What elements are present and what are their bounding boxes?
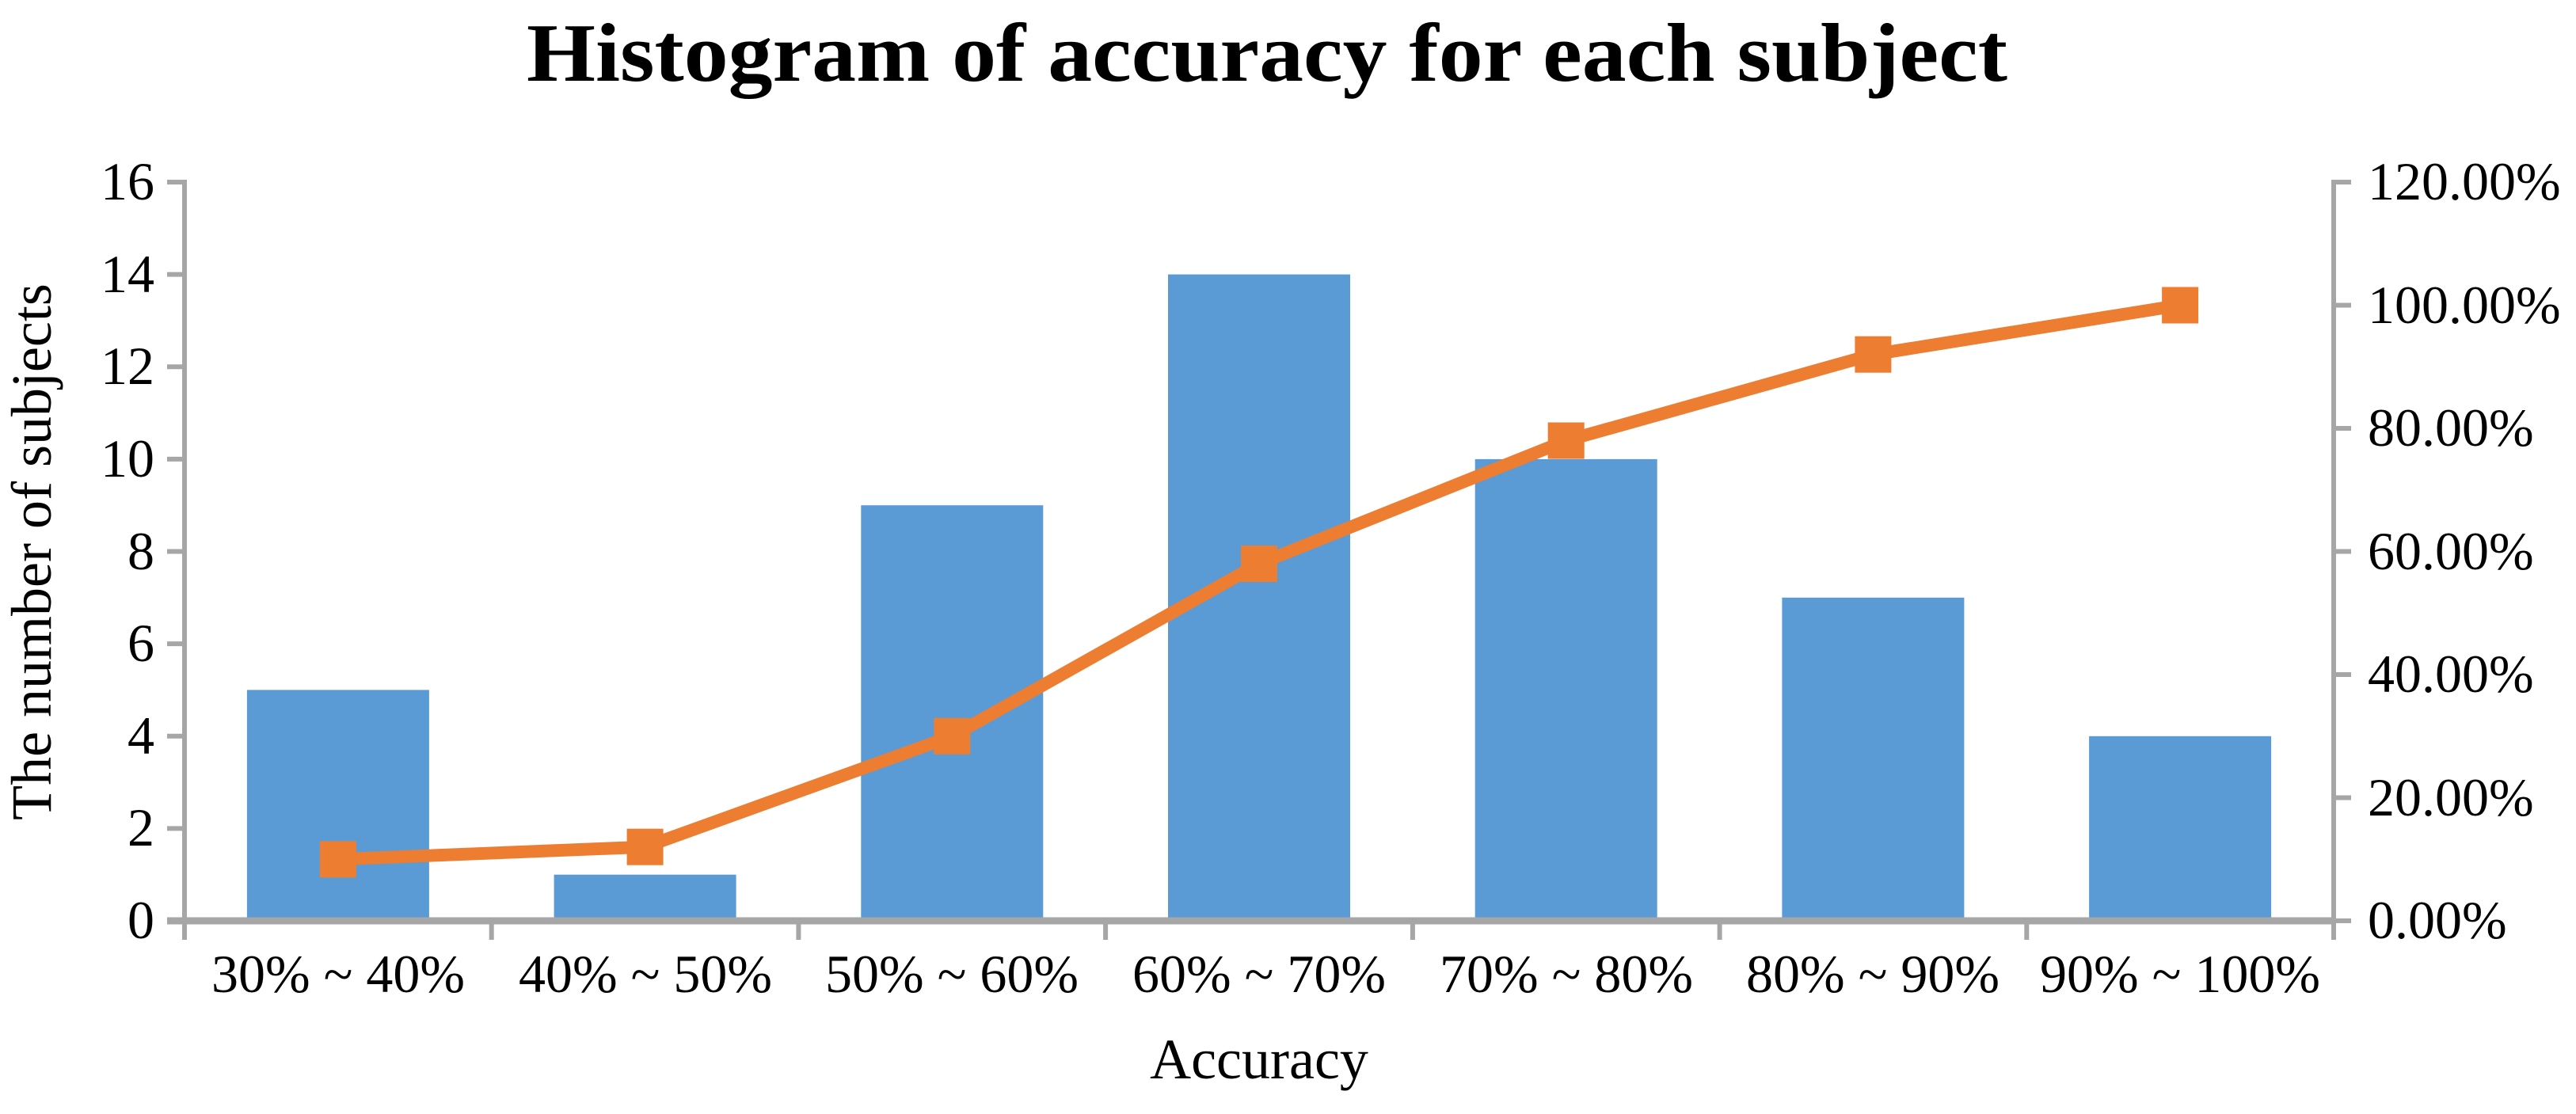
- x-axis-category-labels: 30% ~ 40% 40% ~ 50% 50% ~ 60% 60% ~ 70% …: [211, 944, 2320, 1004]
- bar: [861, 505, 1044, 921]
- bar: [2089, 736, 2272, 922]
- bar: [1782, 597, 1965, 921]
- bars-group: [246, 274, 2272, 922]
- x-axis-category-label: 90% ~ 100%: [2040, 944, 2320, 1004]
- chart-title: Histogram of accuracy for each subject: [527, 6, 2007, 99]
- left-axis-tick-label: 6: [127, 613, 154, 673]
- cumulative-line-group: [319, 287, 2199, 878]
- x-axis-category-label: 60% ~ 70%: [1132, 944, 1386, 1004]
- right-axis-tick-label: 80.00%: [2368, 397, 2534, 458]
- x-axis-category-label: 40% ~ 50%: [519, 944, 772, 1004]
- x-axis-category-label: 70% ~ 80%: [1440, 944, 1693, 1004]
- y-axis-title: The number of subjects: [0, 283, 63, 820]
- right-axis-tick-label: 0.00%: [2368, 890, 2507, 950]
- line-marker-square: [1241, 546, 1277, 582]
- right-axis-tick-label: 40.00%: [2368, 644, 2534, 704]
- line-marker-square: [2162, 287, 2199, 324]
- line-marker-square: [1547, 422, 1585, 459]
- left-axis-tick-label: 2: [127, 797, 154, 857]
- right-axis-tick-labels: 120.00% 100.00% 80.00% 60.00% 40.00% 20.…: [2368, 151, 2561, 950]
- left-axis-tick-label: 16: [101, 151, 154, 211]
- line-marker-square: [1855, 336, 1892, 373]
- left-axis-tick-label: 0: [127, 890, 154, 950]
- x-axis-category-label: 50% ~ 60%: [825, 944, 1079, 1004]
- right-axis-tick-label: 100.00%: [2368, 275, 2561, 335]
- right-axis-tick-label: 20.00%: [2368, 767, 2534, 827]
- bar: [1474, 458, 1657, 921]
- axis-lines-group: [167, 180, 2351, 940]
- left-axis-tick-label: 8: [127, 521, 154, 581]
- left-axis-tick-labels: 16 14 12 10 8 6 4 2 0: [101, 151, 154, 950]
- right-axis-tick-label: 60.00%: [2368, 521, 2534, 581]
- bar: [246, 690, 429, 921]
- left-axis-tick-label: 10: [101, 428, 154, 489]
- right-axis-tick-label: 120.00%: [2368, 151, 2561, 211]
- left-axis-tick-label: 12: [101, 336, 154, 396]
- line-marker-square: [934, 717, 971, 755]
- bar: [554, 874, 736, 921]
- x-axis-category-label: 30% ~ 40%: [211, 944, 465, 1004]
- left-axis-tick-label: 4: [127, 705, 154, 766]
- left-axis-tick-label: 14: [101, 244, 154, 304]
- x-axis-title: Accuracy: [1150, 1028, 1368, 1091]
- line-marker-square: [626, 828, 664, 865]
- line-marker-square: [319, 841, 356, 878]
- x-axis-category-label: 80% ~ 90%: [1746, 944, 2000, 1004]
